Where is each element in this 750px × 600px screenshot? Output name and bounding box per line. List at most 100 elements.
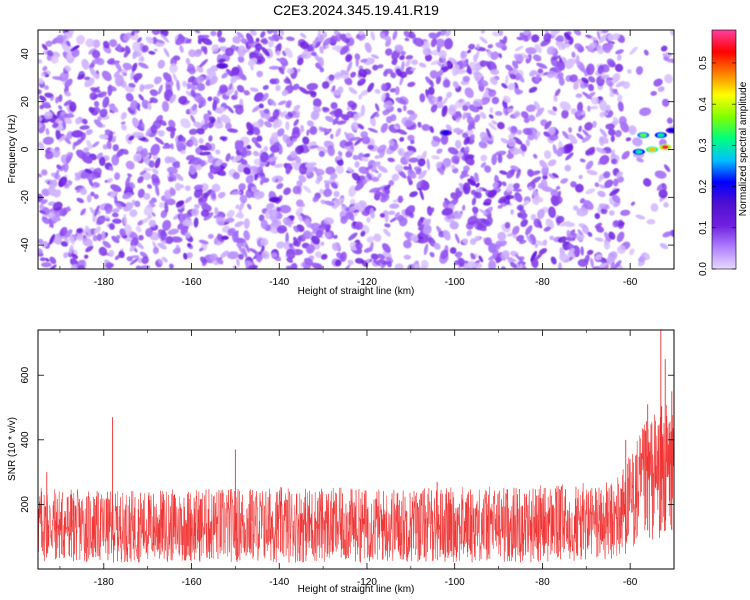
heatmap-cell [304,218,311,225]
heatmap-cell [55,96,60,104]
heatmap-cell [358,34,367,41]
heatmap-cell [575,54,580,66]
heatmap-cell [523,200,530,206]
heatmap-cell [616,54,622,61]
heatmap-cell [153,48,158,52]
heatmap-cell [96,215,106,225]
heatmap-cell [509,146,520,155]
heatmap-cell [422,47,431,56]
heatmap-cell [161,256,168,263]
heatmap-cell [399,55,405,61]
heatmap-cell [467,215,478,226]
heatmap-cell [203,189,213,199]
heatmap-cell [239,194,248,204]
heatmap-cell [486,128,492,139]
heatmap-cell [620,209,631,216]
heatmap-cell [337,86,344,94]
heatmap-cell [629,248,635,256]
heatmap-cell [115,202,123,210]
heatmap-cell [354,137,363,146]
heatmap-cell [464,146,470,154]
heatmap-cell [150,124,158,134]
heatmap-cell [599,262,608,268]
heatmap-cell [516,234,525,242]
heatmap-cell [361,178,367,185]
heatmap-cell [488,89,497,97]
heatmap-cell [375,113,380,118]
heatmap-cell [114,254,121,261]
heatmap-cell [137,188,145,199]
heatmap-cell [430,38,437,48]
heatmap-cell [616,176,624,183]
heatmap-cell [381,92,386,103]
heatmap-cell [360,104,366,117]
heatmap-cell [505,64,513,71]
heatmap-cell [383,100,393,110]
heatmap-cell [125,160,135,170]
heatmap-cell [394,44,404,53]
heatmap-cell [76,197,85,204]
heatmap-cell [610,135,615,143]
heatmap-cell [172,162,181,169]
heatmap-cell [366,217,371,223]
spectrogram-frame [37,29,675,270]
heatmap-cell [543,131,551,138]
heatmap-cell [473,114,481,123]
heatmap-cell [500,138,509,144]
heatmap-cell [611,87,619,96]
heatmap-cell [617,94,623,103]
heatmap-cell [379,213,385,218]
heatmap-cell [123,213,127,226]
heatmap-cell [88,48,97,55]
heatmap-cell [323,180,332,185]
heatmap-cell [176,79,180,91]
heatmap-cell [344,141,353,147]
heatmap-cell [605,78,613,87]
heatmap-cell [587,231,593,237]
y-tick-label: 40 [20,48,31,60]
heatmap-cell [455,69,467,75]
heatmap-cell [315,42,321,48]
heatmap-cell [233,104,244,109]
heatmap-cell [41,101,50,105]
heatmap-cell [535,252,543,260]
heatmap-cell [260,93,269,102]
heatmap-cell [549,134,559,141]
heatmap-cell [154,76,162,85]
heatmap-cell [194,204,200,209]
heatmap-cell [537,68,544,74]
heatmap-cell [523,54,530,59]
heatmap-cell [421,259,429,269]
heatmap-cell [256,70,263,78]
heatmap-cell [389,88,397,93]
heatmap-cell [45,128,50,136]
heatmap-feature [442,130,450,135]
heatmap-cell [516,72,525,83]
heatmap-cell [577,229,583,236]
heatmap-cell [261,46,270,57]
y-tick-label: 200 [20,496,31,513]
heatmap-cell [93,181,100,188]
heatmap-cell [303,257,314,266]
heatmap-cell [575,93,583,99]
heatmap-cell [268,208,279,218]
heatmap-cell [145,36,154,45]
heatmap-cell [139,169,147,176]
heatmap-cell [668,58,674,63]
heatmap-cell [573,81,579,90]
heatmap-cell [254,142,262,149]
heatmap-cell [394,164,404,173]
heatmap-cell [580,246,584,256]
heatmap-cell [557,236,568,243]
heatmap-cell [497,231,507,241]
heatmap-cell [492,31,500,37]
heatmap-cell [64,91,72,97]
colorbar-label: Normalized spectral amplitude [738,81,749,216]
heatmap-cell [468,43,476,50]
heatmap-cell [556,146,565,157]
heatmap-cell [168,119,176,129]
heatmap-cell [447,106,456,116]
heatmap-cell [459,171,467,180]
heatmap-cell [510,262,518,269]
heatmap-cell [179,45,184,53]
